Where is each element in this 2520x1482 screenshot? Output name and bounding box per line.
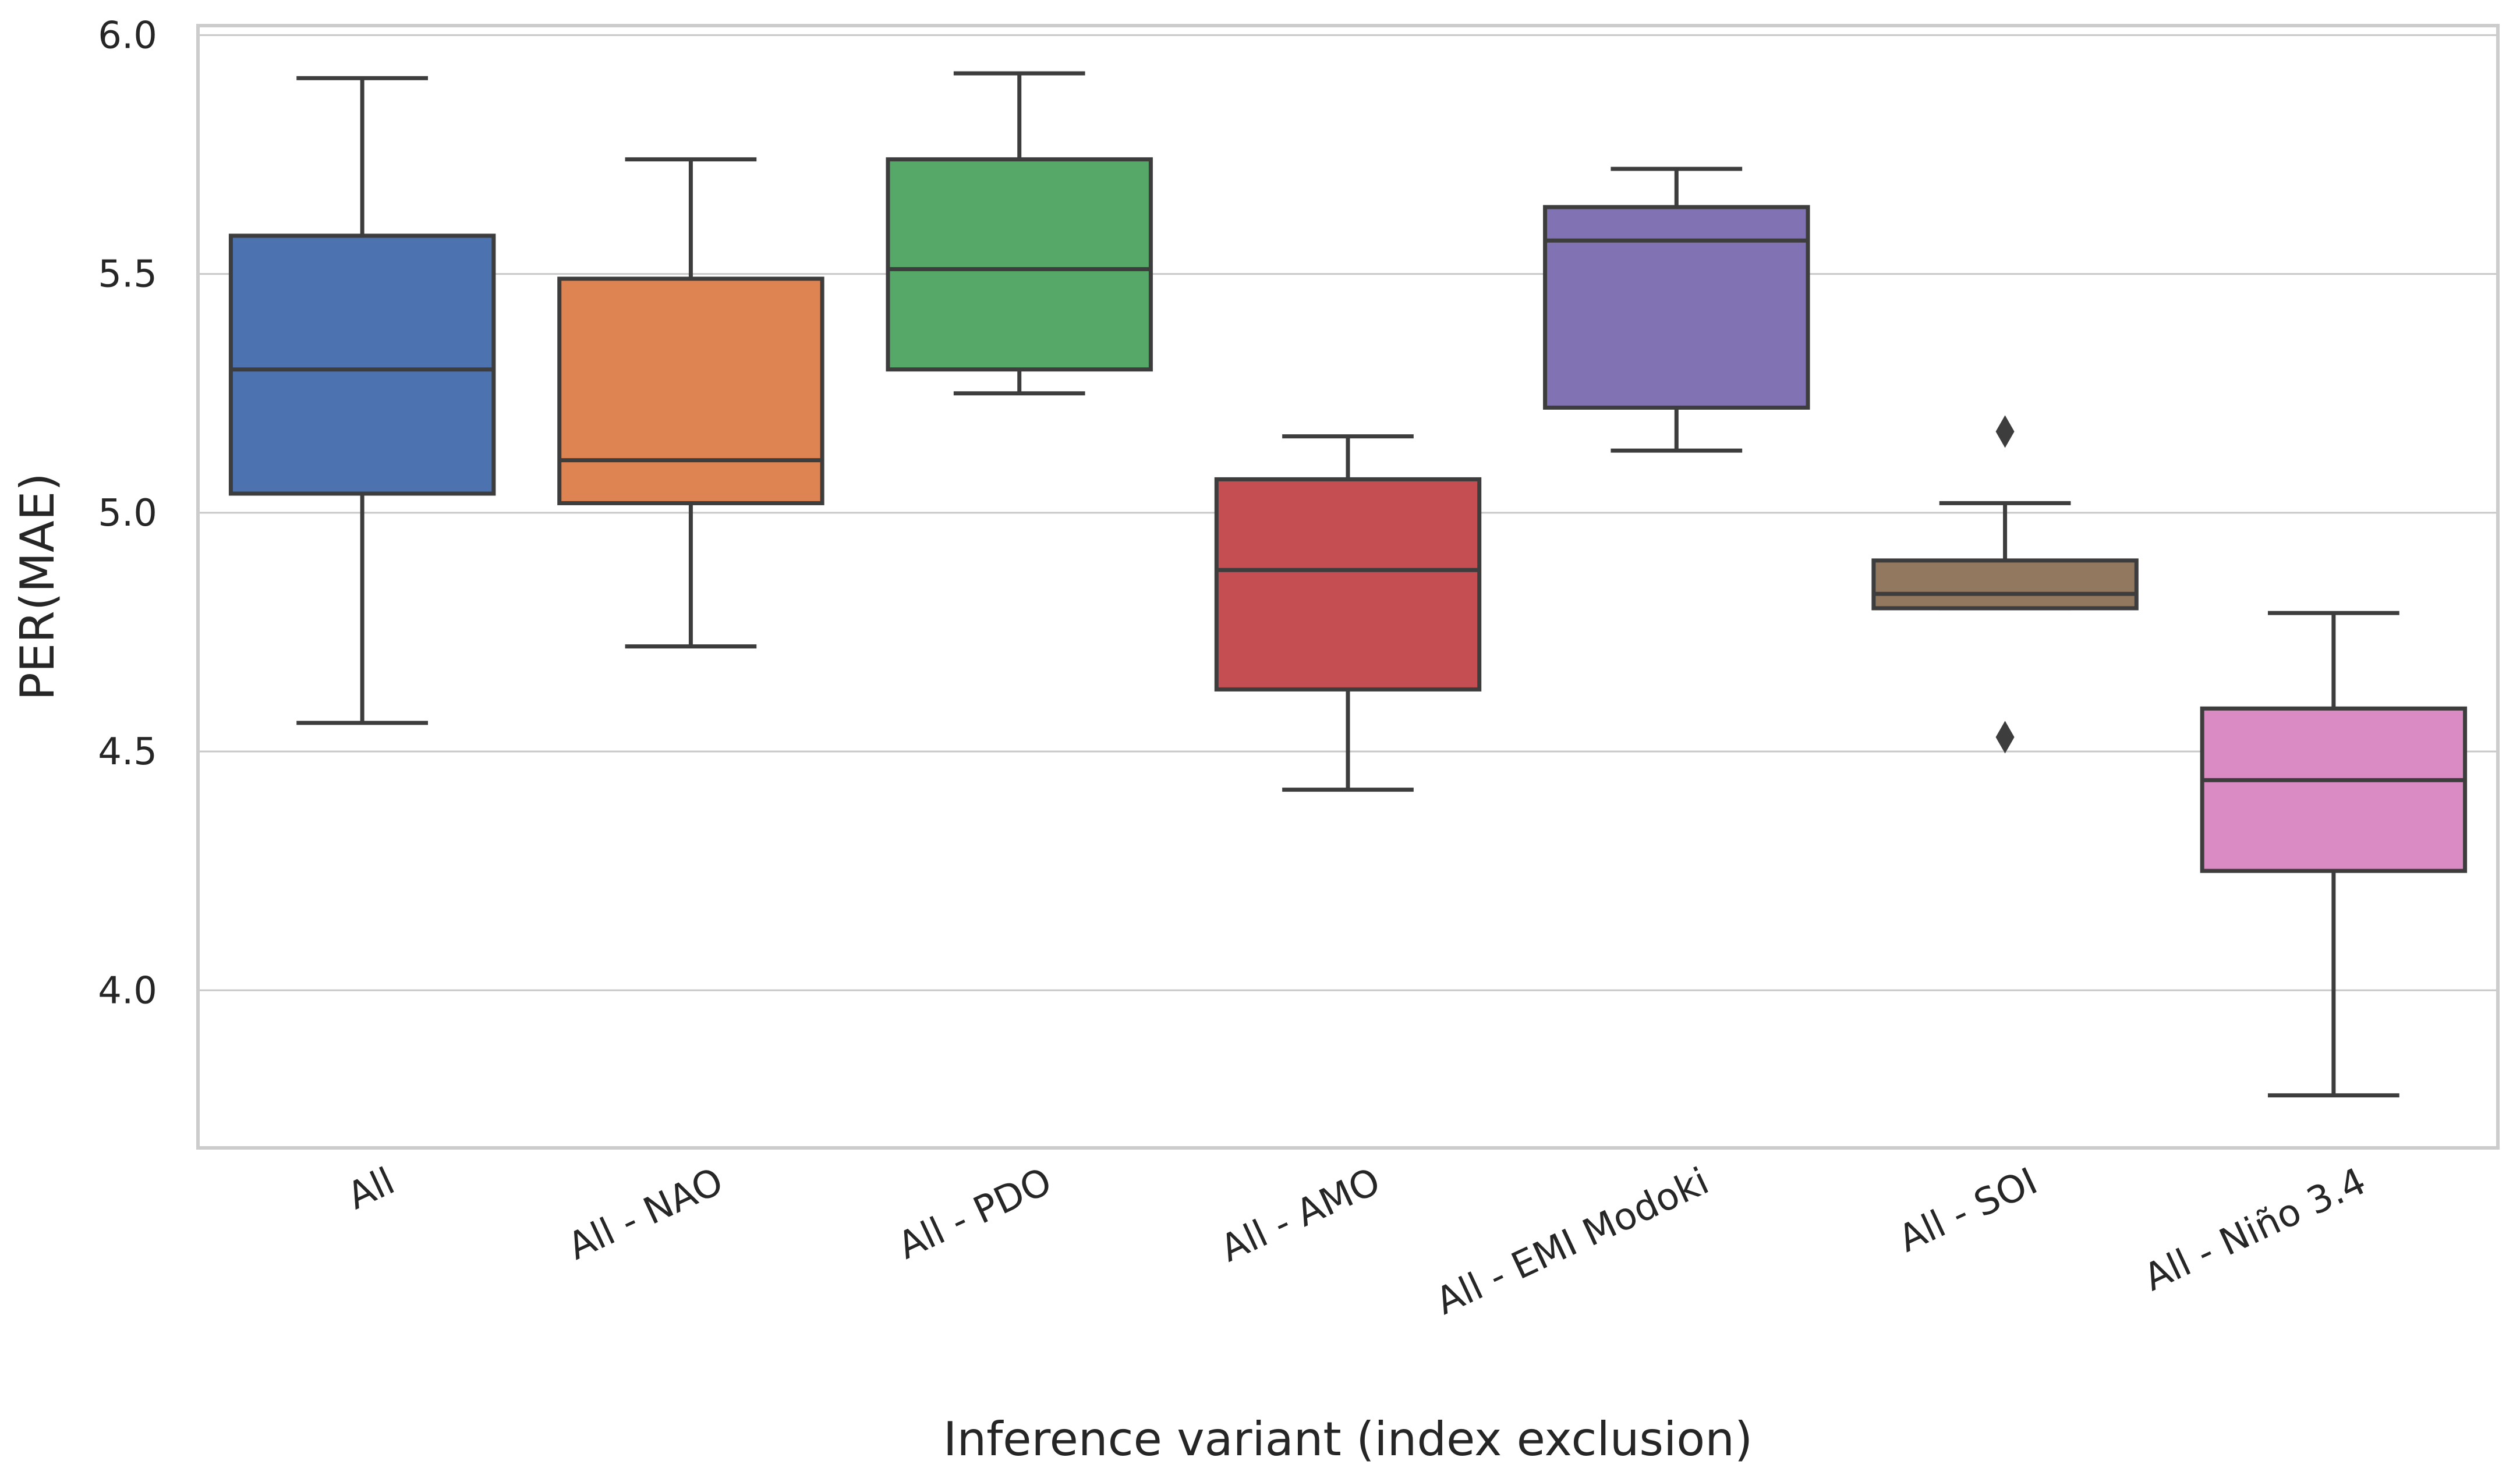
box-iqr <box>1543 205 1810 410</box>
y-tick-label: 5.5 <box>98 253 157 296</box>
box-group <box>2200 611 2468 1098</box>
y-tick-label: 5.0 <box>98 492 157 535</box>
box-iqr <box>1214 477 1482 692</box>
outlier-point <box>1995 415 2015 448</box>
y-tick-label: 4.0 <box>98 969 157 1012</box>
box-group <box>228 76 496 725</box>
y-tick-label: 6.0 <box>98 14 157 57</box>
box-iqr <box>228 233 496 496</box>
y-axis-ticks: 4.0 4.5 5.0 5.5 6.0 <box>98 14 157 1012</box>
box-iqr <box>2200 706 2468 873</box>
box-iqr <box>886 157 1153 372</box>
box-series <box>228 71 2468 1098</box>
box-iqr <box>557 276 824 505</box>
x-axis-title: Inference variant (index exclusion) <box>943 1412 1753 1466</box>
y-axis-title: PER(MAE) <box>10 473 65 700</box>
box-group <box>1214 434 1482 792</box>
outlier-point <box>1995 721 2015 754</box>
box-group <box>886 71 1153 396</box>
box-group <box>1871 415 2139 754</box>
plot-area-frame <box>196 24 2500 1150</box>
box-iqr <box>1871 558 2139 611</box>
y-tick-label: 4.5 <box>98 731 157 774</box>
box-group <box>557 157 824 649</box>
box-group <box>1543 166 1810 453</box>
